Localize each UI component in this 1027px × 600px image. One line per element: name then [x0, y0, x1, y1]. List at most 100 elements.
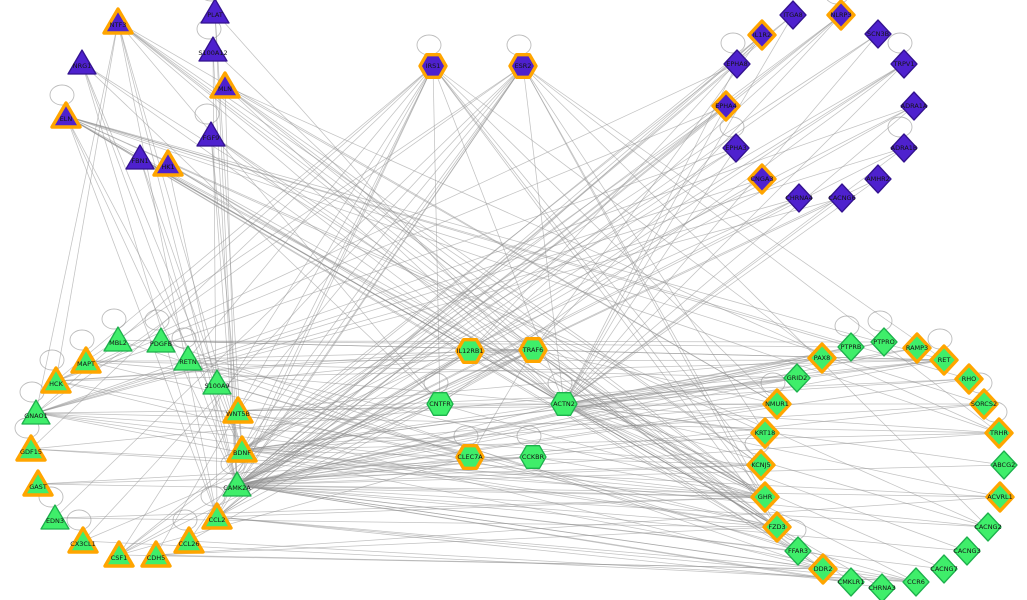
node-CHRNA4[interactable]: CHRNA4 [785, 183, 813, 213]
node-ADRA1B[interactable]: ADRA1B [890, 133, 918, 163]
node-EPHA3[interactable]: EPHA3 [722, 133, 750, 163]
node-MAPT[interactable]: MAPT [70, 346, 102, 374]
hexagon-node-shape [426, 392, 454, 416]
edge-HK1-ACTN2 [167, 163, 565, 405]
node-PDGFB[interactable]: PDGFB [146, 327, 176, 353]
diamond-node-shape [828, 183, 856, 213]
node-CX3CL1[interactable]: CX3CL1 [67, 526, 99, 554]
edge-ELN-CAMK2A [65, 115, 238, 486]
edge-HK1-GHR [167, 163, 766, 498]
edge-CHRNA4-BDNF [241, 197, 800, 451]
node-ADRA1A[interactable]: ADRA1A [900, 91, 928, 121]
node-FBN1[interactable]: FBN1 [125, 144, 155, 170]
node-FZD3[interactable]: FZD3 [762, 511, 792, 543]
edge-NTF3-ACTN2 [117, 21, 565, 405]
node-ABCG2[interactable]: ABCG2 [990, 450, 1018, 480]
node-ESR2[interactable]: ESR2 [508, 52, 538, 80]
node-GNAO1[interactable]: GNAO1 [21, 399, 51, 425]
edge-IL1R2-CAMK2A [236, 34, 763, 486]
node-RET[interactable]: RET [929, 344, 959, 376]
node-CACNG6[interactable]: CACNG6 [828, 183, 856, 213]
node-S100A12[interactable]: S100A12 [198, 36, 228, 62]
triangle-node-shape [67, 49, 97, 75]
node-EPHA4[interactable]: EPHA4 [711, 90, 741, 122]
diamond-node-shape [969, 388, 999, 420]
node-CNTFR[interactable]: CNTFR [426, 392, 454, 416]
edge-ELN-TRHR [65, 115, 1000, 434]
node-SCN3B[interactable]: SCN3B [864, 19, 892, 49]
node-CACNG3[interactable]: CACNG3 [953, 536, 981, 566]
node-RAMP3[interactable]: RAMP3 [902, 332, 932, 364]
self-loop-RETN [171, 327, 197, 349]
node-CCL2[interactable]: CCL2 [201, 502, 233, 530]
node-CSF1[interactable]: CSF1 [103, 540, 135, 568]
edge-IL1R2-CSF1 [118, 34, 763, 556]
node-IRS1[interactable]: IRS1 [418, 52, 448, 80]
edge-PDGFB-PTPRO [160, 340, 885, 343]
edge-NLRP3-TRAF6 [532, 14, 842, 351]
edge-CAMK2A-GRID2 [236, 377, 798, 486]
node-ELN[interactable]: ELN [50, 101, 82, 129]
edge-CCL2-DDR2 [216, 516, 824, 570]
triangle-node-shape [201, 502, 233, 530]
node-CMKLR1[interactable]: CMKLR1 [837, 567, 865, 597]
node-TRAF6[interactable]: TRAF6 [518, 336, 548, 364]
triangle-node-shape [67, 526, 99, 554]
diamond-node-shape [808, 553, 838, 585]
node-MBL2[interactable]: MBL2 [103, 326, 133, 352]
edge-CSF1-TRAF6 [118, 349, 534, 556]
edge-CCL2-CMKLR1 [216, 516, 852, 583]
node-CCKBR[interactable]: CCKBR [519, 445, 547, 469]
node-ACVRL1[interactable]: ACVRL1 [985, 481, 1015, 513]
self-loop-EDN3 [38, 486, 64, 508]
edge-GDF15-GHR [30, 448, 766, 498]
node-AMHR2[interactable]: AMHR2 [864, 164, 892, 194]
diamond-node-shape [785, 183, 813, 213]
edge-ACTN2-TRHR [563, 403, 1000, 434]
node-CACNG7[interactable]: CACNG7 [930, 554, 958, 584]
node-CLEC7A[interactable]: CLEC7A [455, 443, 485, 471]
edge-SCN3B-ACTN2 [563, 33, 879, 405]
diamond-node-shape [985, 481, 1015, 513]
node-GAST[interactable]: GAST [22, 469, 54, 497]
hexagon-node-shape [519, 445, 547, 469]
node-CCL26[interactable]: CCL26 [173, 526, 205, 554]
edge-CAMK2A-RHO [236, 378, 970, 486]
node-IL12RB1[interactable]: IL12RB1 [455, 337, 485, 365]
triangle-node-shape [146, 327, 176, 353]
edge-IL1R2-IL12RB1 [469, 34, 763, 352]
edge-ACTN2-CACNG3 [563, 403, 968, 552]
edge-CAMK2A-RET [236, 359, 945, 486]
edge-ESR2-FZD3 [522, 65, 778, 528]
node-CCR6[interactable]: CCR6 [902, 567, 930, 597]
node-TRHR[interactable]: TRHR [984, 417, 1014, 449]
node-RHO[interactable]: RHO [954, 363, 984, 395]
edge-RETN-FFAR3 [187, 358, 799, 552]
diamond-node-shape [826, 0, 856, 31]
edge-ESR2-EDN3 [54, 65, 524, 519]
node-ACTN2[interactable]: ACTN2 [550, 392, 578, 416]
edge-HCK-RET [55, 359, 945, 382]
edge-ACTN2-ACVRL1 [563, 403, 1001, 498]
node-PLAT[interactable]: PLAT [200, 0, 230, 24]
node-ITGA8[interactable]: ITGA8 [779, 0, 807, 30]
edge-ELN-PTPRB [65, 115, 852, 348]
edge-IL1R2-CCL2 [216, 34, 763, 518]
triangle-node-shape [21, 399, 51, 425]
edge-IRS1-GNAO1 [35, 65, 434, 414]
edge-ACTN2-CACNG7 [563, 403, 945, 570]
node-TRPV1[interactable]: TRPV1 [890, 49, 918, 79]
node-KCNJ5[interactable]: KCNJ5 [746, 449, 776, 481]
node-NRG1[interactable]: NRG1 [67, 49, 97, 75]
edge-ACTN2-PTPRO [563, 341, 885, 405]
edge-TRAF6-NMUR1 [532, 349, 778, 405]
node-NTF3[interactable]: NTF3 [102, 7, 134, 35]
edge-CNTFR-GHR [439, 403, 766, 498]
node-NMUR1[interactable]: NMUR1 [762, 388, 792, 420]
hexagon-node-shape [508, 52, 538, 80]
node-PAX8[interactable]: PAX8 [807, 342, 837, 374]
self-loop-PTPRO [867, 310, 893, 332]
edge-CDH5-ACVRL1 [155, 496, 1001, 556]
node-SORCS2[interactable]: SORCS2 [969, 388, 999, 420]
